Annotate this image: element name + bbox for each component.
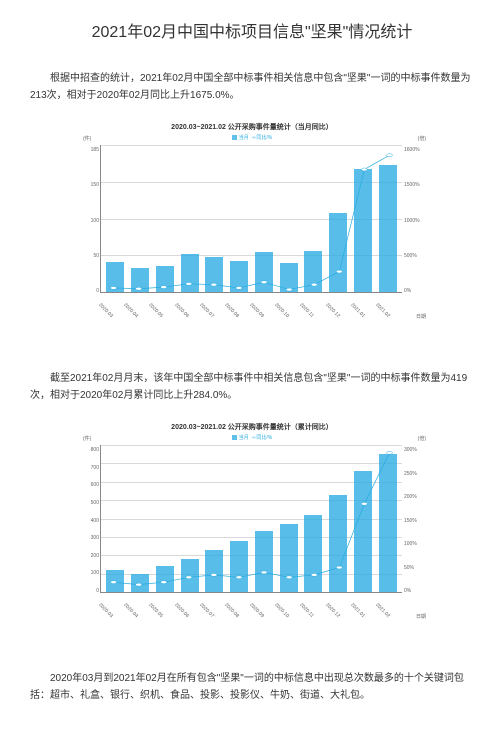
chart1-right-unit: (倍) (418, 135, 426, 142)
y-tick-right: 1500% (404, 182, 426, 188)
chart2-legend: 当月 -○- 同比/% (72, 434, 432, 441)
chart2-y-left: 800 700 600 500 400 300 200 100 0 (83, 445, 99, 592)
x-tick: 2020.03 (97, 602, 101, 606)
legend-line-label: 同比/% (256, 435, 272, 441)
y-tick-left: 50 (83, 253, 99, 259)
legend-bar-label: 当月 (239, 435, 249, 441)
y-tick-right: 50% (404, 565, 426, 571)
chart2-plot: (件) (倍) 8007006005004003002001000 300%25… (100, 445, 402, 593)
chart-cumulative: 2020.03~2021.02 公开采购事件量统计（累计同比） 当月 -○- 同… (72, 422, 432, 620)
legend-line-swatch: -○- (252, 135, 255, 141)
y-tick-left: 0 (83, 288, 99, 294)
y-tick-left: 185 (83, 147, 99, 153)
chart1-left-unit: (件) (83, 135, 91, 142)
chart1-plot: (件) (倍) 185150100500 1600%1500%1000%500%… (100, 145, 402, 293)
legend-bar-swatch (232, 435, 237, 440)
paragraph-3: 2020年03月到2021年02月在所有包含"坚果"一词的中标信息中出现总次数最… (30, 670, 474, 704)
y-tick-left: 700 (83, 465, 99, 471)
y-tick-left: 400 (83, 518, 99, 524)
chart2-y-right: 300% 250% 200% 150% 100% 50% 0% (404, 445, 426, 592)
chart2-left-unit: (件) (83, 435, 91, 442)
chart-monthly: 2020.03~2021.02 公开采购事件量统计（当月同比） 当月 -○- 同… (72, 122, 432, 320)
paragraph-1: 根据中招查的统计，2021年02月中国全部中标事件相关信息中包含"坚果"一词的中… (30, 70, 474, 104)
y-tick-right: 1000% (404, 218, 426, 224)
x-tick: 2020.03 (97, 302, 101, 306)
y-tick-right: 1600% (404, 147, 426, 153)
y-tick-right: 0% (404, 288, 426, 294)
legend-line-label: 同比/% (256, 135, 272, 141)
legend-bar-swatch (232, 135, 237, 140)
y-tick-left: 300 (83, 535, 99, 541)
paragraph-2: 截至2021年02月月末，该年中国全部中标事件中相关信息包含"坚果"一词的中标事… (30, 370, 474, 404)
y-tick-left: 500 (83, 500, 99, 506)
chart1-y-left: 185 150 100 50 0 (83, 145, 99, 292)
legend-line-swatch: -○- (252, 435, 255, 441)
y-tick-right: 150% (404, 518, 426, 524)
chart1-line (101, 145, 402, 292)
y-tick-left: 100 (83, 218, 99, 224)
chart1-y-right: 1600% 1500% 1000% 500% 0% (404, 145, 426, 292)
y-tick-right: 250% (404, 471, 426, 477)
y-tick-right: 500% (404, 253, 426, 259)
y-tick-right: 300% (404, 447, 426, 453)
y-tick-right: 200% (404, 494, 426, 500)
y-tick-left: 600 (83, 482, 99, 488)
y-tick-right: 100% (404, 541, 426, 547)
chart2-right-unit: (倍) (418, 435, 426, 442)
y-tick-left: 200 (83, 553, 99, 559)
chart1-legend: 当月 -○- 同比/% (72, 134, 432, 141)
page-title: 2021年02月中国中标项目信息"坚果"情况统计 (30, 18, 474, 42)
legend-bar-label: 当月 (239, 135, 249, 141)
chart1-title: 2020.03~2021.02 公开采购事件量统计（当月同比） (72, 122, 432, 132)
y-tick-left: 100 (83, 570, 99, 576)
y-tick-left: 0 (83, 588, 99, 594)
y-tick-left: 150 (83, 182, 99, 188)
chart1-x-labels: 2020.032020.042020.052020.062020.072020.… (100, 295, 402, 319)
chart2-line (101, 445, 402, 592)
chart2-title: 2020.03~2021.02 公开采购事件量统计（累计同比） (72, 422, 432, 432)
y-tick-left: 800 (83, 447, 99, 453)
y-tick-right: 0% (404, 588, 426, 594)
chart2-x-labels: 2020.032020.042020.052020.062020.072020.… (100, 595, 402, 619)
